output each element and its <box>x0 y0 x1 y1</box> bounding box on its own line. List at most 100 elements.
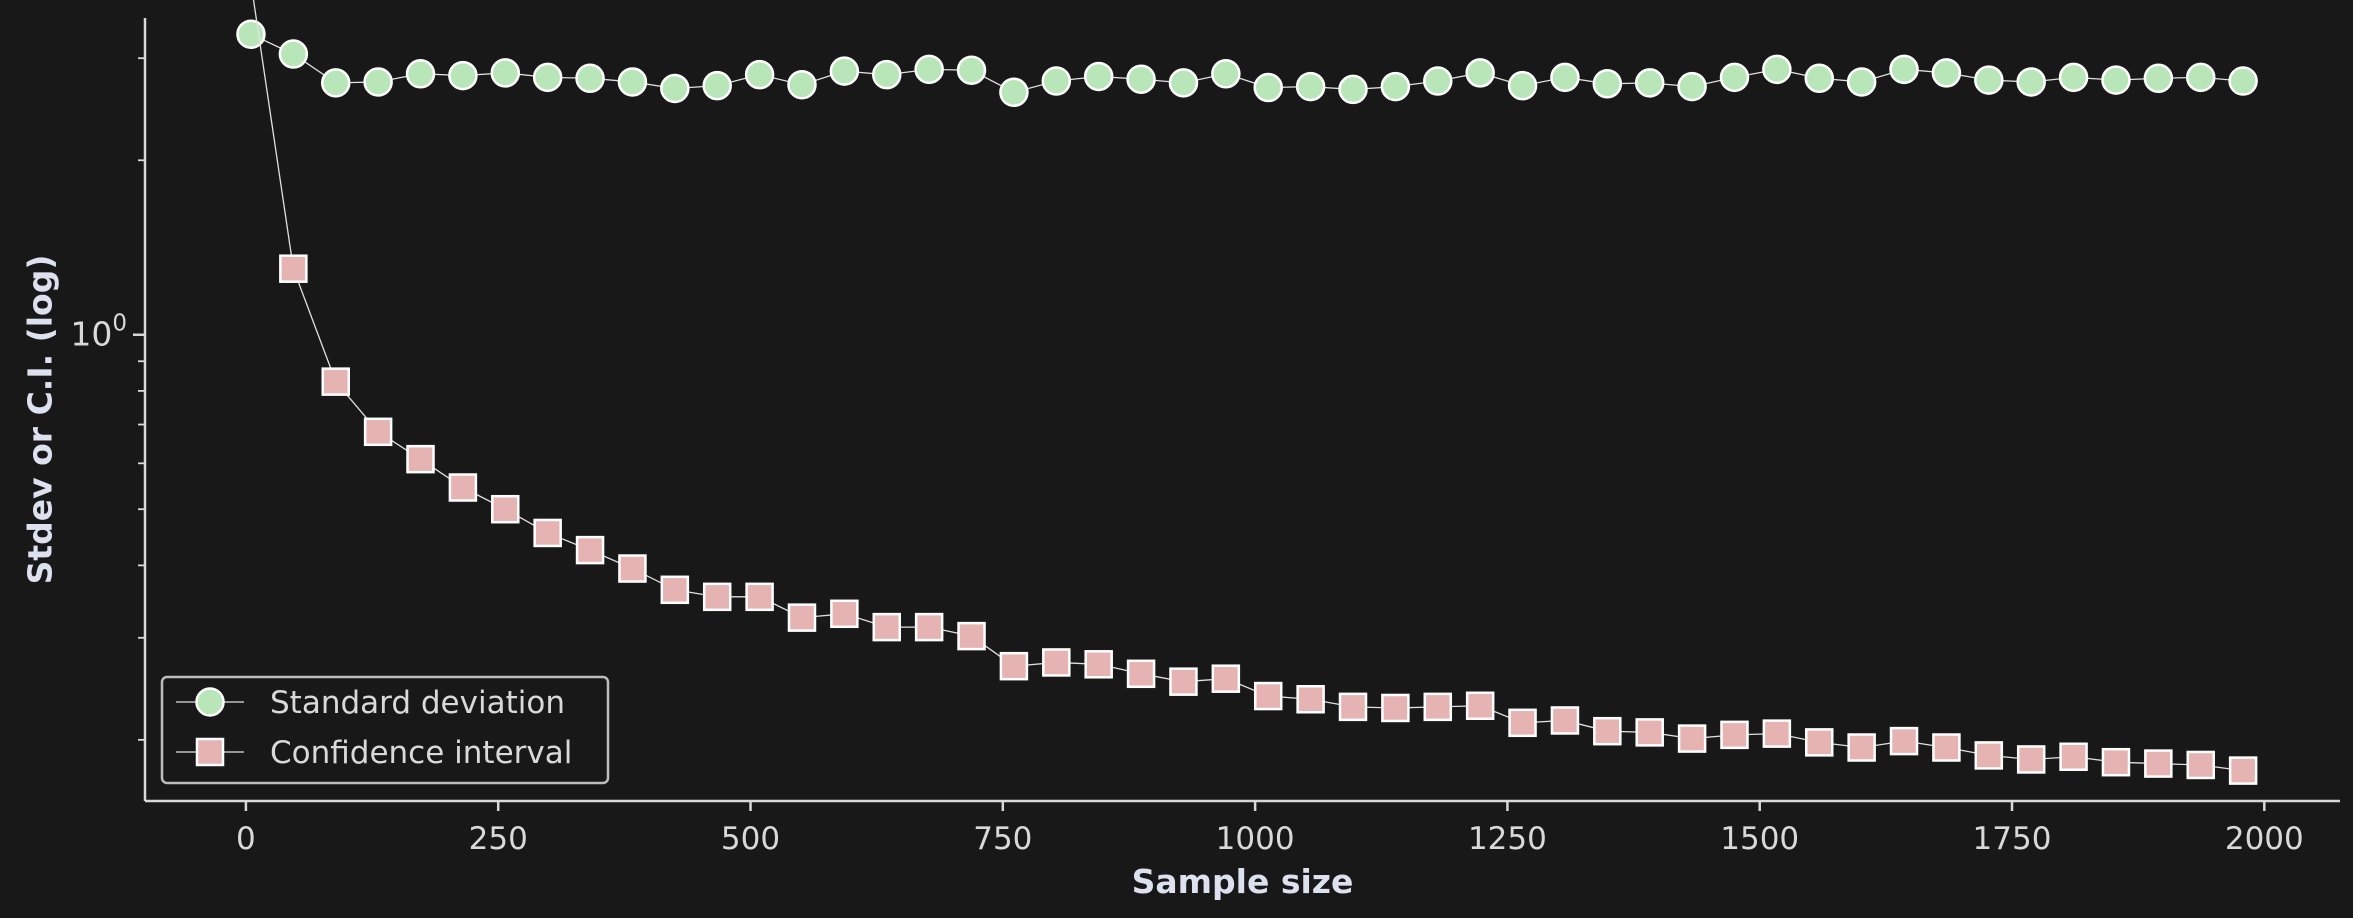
data-point-circle <box>1423 66 1453 96</box>
data-point-circle <box>872 59 902 90</box>
data-point-circle <box>999 77 1029 108</box>
data-point-circle <box>2058 62 2089 93</box>
data-point-circle <box>1719 62 1750 93</box>
data-point-circle <box>1041 66 1072 96</box>
series-confidence-interval <box>252 0 2258 785</box>
data-point-square <box>1169 667 1198 696</box>
data-point-circle <box>660 73 690 104</box>
data-point-square <box>2101 747 2131 777</box>
legend-items: Standard deviation Confidence interval <box>176 685 572 771</box>
y-axis-label: Stdev or C.I. (log) <box>21 255 60 585</box>
data-point-square <box>575 535 605 565</box>
legend-entry: Confidence interval <box>176 735 572 771</box>
data-point-square <box>2186 750 2215 780</box>
data-point-circle <box>1126 64 1156 94</box>
data-point-square <box>1423 692 1453 722</box>
data-point-square <box>533 518 562 548</box>
data-point-square <box>279 254 308 283</box>
data-point-circle <box>1083 61 1114 92</box>
legend-marker-circle <box>195 687 225 717</box>
data-point-square <box>2144 749 2173 778</box>
data-point-circle <box>1804 63 1835 94</box>
data-point-circle <box>2228 66 2258 96</box>
x-tick-label: 1250 <box>1468 821 1547 857</box>
axes: 0 250 500 750 1000 1250 1500 1750 2000 100 Sampl… <box>21 18 2340 901</box>
data-point-square <box>491 494 520 524</box>
data-point-circle <box>532 62 563 93</box>
data-point-circle <box>1507 70 1538 101</box>
x-tick-label: 1750 <box>1973 821 2052 857</box>
data-point-square <box>1720 720 1749 750</box>
data-point-square <box>1932 733 1961 762</box>
series-layer <box>236 0 2258 785</box>
y-tick-label-exponent: 0 <box>112 311 127 337</box>
x-tick-label: 1000 <box>1216 821 1295 857</box>
data-point-square <box>830 599 859 629</box>
data-point-square <box>618 554 647 583</box>
data-point-circle <box>1677 71 1707 102</box>
data-point-square <box>448 473 478 502</box>
legend-box <box>160 675 610 785</box>
data-point-circle <box>490 58 521 88</box>
data-point-square <box>745 582 774 612</box>
data-point-square <box>787 603 817 632</box>
x-axis-label: Sample size <box>1132 862 1354 901</box>
data-point-square <box>1381 693 1410 723</box>
data-point-circle <box>702 70 732 101</box>
data-point-square <box>1762 719 1792 748</box>
data-point-circle <box>2101 65 2131 95</box>
data-point-square <box>957 621 986 651</box>
legend-entry: Standard deviation <box>176 685 565 721</box>
data-point-square <box>2016 745 2046 774</box>
data-point-square <box>1126 659 1156 689</box>
data-point-circle <box>744 59 775 90</box>
data-point-square <box>363 417 393 447</box>
data-point-square <box>1550 706 1580 735</box>
data-point-circle <box>829 56 860 86</box>
data-point-square <box>872 612 902 642</box>
legend-label: Confidence interval <box>270 735 572 771</box>
data-point-circle <box>1168 68 1199 98</box>
y-ticks: 100 <box>70 57 145 741</box>
data-point-square <box>1042 648 1071 677</box>
data-point-square <box>1253 681 1283 711</box>
data-point-circle <box>405 59 436 89</box>
data-point-circle <box>617 67 648 97</box>
x-tick-label: 2000 <box>2225 821 2304 857</box>
data-point-square <box>1508 708 1537 738</box>
data-point-circle <box>1295 71 1326 102</box>
data-point-square <box>914 612 944 642</box>
data-point-square <box>1974 741 2004 770</box>
series-standard-deviation <box>236 19 2258 108</box>
legend: Standard deviation Confidence interval <box>160 675 610 785</box>
data-point-circle <box>2185 62 2216 93</box>
x-tick-label: 500 <box>721 821 780 857</box>
x-tick-label: 750 <box>973 821 1032 857</box>
x-tick-label: 0 <box>236 821 256 857</box>
data-point-square <box>1211 664 1241 693</box>
data-point-circle <box>1592 69 1623 99</box>
legend-label: Standard deviation <box>270 685 565 721</box>
data-point-circle <box>1465 58 1495 88</box>
data-point-square <box>1338 692 1368 722</box>
data-point-square <box>1677 724 1707 753</box>
data-point-square <box>1296 684 1325 714</box>
data-point-circle <box>363 67 393 97</box>
data-point-circle <box>1338 74 1368 105</box>
x-tick-label: 1500 <box>1720 821 1799 857</box>
data-point-square <box>2228 756 2258 785</box>
data-point-circle <box>320 68 351 98</box>
data-point-circle <box>1550 62 1580 93</box>
data-point-square <box>702 582 732 612</box>
data-point-square <box>660 575 690 605</box>
data-point-square <box>1084 650 1113 679</box>
data-point-circle <box>1846 67 1877 97</box>
data-point-circle <box>575 63 605 94</box>
data-point-square <box>2059 742 2088 772</box>
data-point-circle <box>1253 72 1283 103</box>
data-point-circle <box>914 54 944 85</box>
y-tick-label: 100 <box>70 311 127 354</box>
data-point-square <box>406 444 435 474</box>
x-ticks: 0 250 500 750 1000 1250 1500 1750 2000 <box>236 801 2304 857</box>
